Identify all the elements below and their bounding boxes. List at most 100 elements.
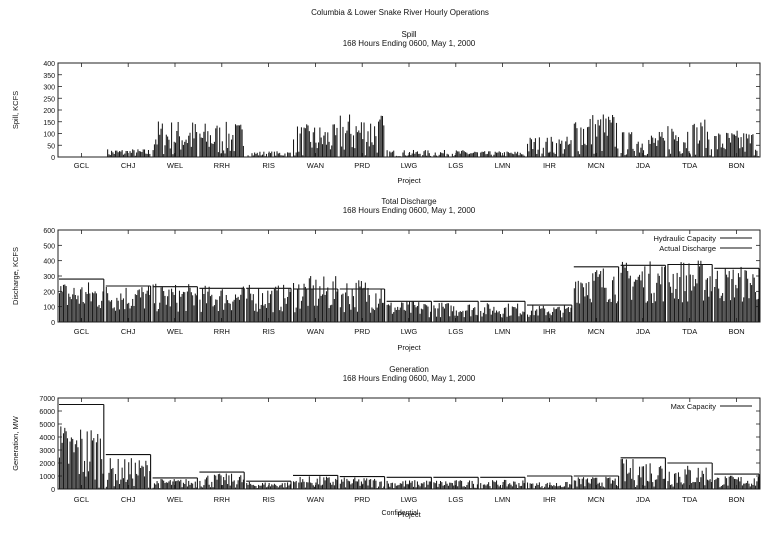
hourly-bar <box>252 155 254 157</box>
hourly-bar <box>726 132 728 157</box>
hourly-bar <box>627 473 629 489</box>
hourly-bar <box>105 486 107 489</box>
hourly-bar <box>352 479 355 489</box>
hourly-bar <box>294 482 296 489</box>
hourly-bar <box>493 481 495 489</box>
hourly-bar <box>741 301 743 322</box>
hourly-bar <box>221 485 223 489</box>
y-tick-label: 1000 <box>39 474 55 481</box>
hourly-bar <box>256 152 258 157</box>
hourly-bar <box>356 311 358 322</box>
hourly-bar <box>605 118 607 157</box>
hourly-bar <box>592 477 594 489</box>
hourly-bar <box>567 487 569 489</box>
hourly-bar <box>203 294 205 322</box>
hourly-bar <box>716 477 718 489</box>
hourly-bar <box>277 285 279 322</box>
hourly-bar <box>757 156 759 157</box>
hourly-bar <box>277 487 279 489</box>
hourly-bar <box>414 304 416 322</box>
hourly-bar <box>134 462 136 489</box>
hourly-bar <box>581 283 583 322</box>
hourly-bar <box>756 150 758 157</box>
hourly-bar <box>220 475 222 489</box>
hourly-bar <box>726 478 728 489</box>
hourly-bar <box>688 151 690 157</box>
hourly-bar <box>534 138 536 157</box>
hourly-bar <box>501 155 503 157</box>
hourly-bar <box>704 289 706 322</box>
hourly-bar <box>289 292 291 322</box>
hourly-bar <box>175 481 177 489</box>
x-tick-label: GCL <box>74 161 89 170</box>
hourly-bar <box>171 288 173 322</box>
hourly-bar <box>507 152 509 157</box>
hourly-bar <box>241 129 243 157</box>
hourly-bar <box>132 149 134 157</box>
hourly-bar <box>673 298 676 322</box>
hourly-bar <box>693 286 695 322</box>
hourly-bar <box>653 292 655 322</box>
hourly-bar <box>436 155 438 157</box>
hourly-bar <box>459 480 461 489</box>
hourly-bar <box>146 153 148 157</box>
hourly-bar <box>86 293 88 322</box>
hourly-bar <box>289 484 291 489</box>
hourly-bar <box>442 485 444 489</box>
hourly-bar <box>442 306 444 322</box>
hourly-bar <box>530 139 532 157</box>
hourly-bar <box>488 304 490 322</box>
hourly-bar <box>175 284 177 322</box>
hourly-bar <box>145 460 147 489</box>
hourly-bar <box>188 284 190 322</box>
hourly-bar <box>561 317 563 322</box>
hourly-bar <box>517 151 519 157</box>
hourly-bar <box>631 299 633 322</box>
hourly-bar <box>134 294 136 322</box>
hourly-bar <box>182 291 184 322</box>
hourly-bar <box>378 303 380 322</box>
hourly-bar <box>639 274 641 322</box>
hourly-bar <box>724 149 726 157</box>
hourly-bar <box>419 153 421 157</box>
hourly-bar <box>176 480 178 489</box>
hourly-bar <box>567 144 569 157</box>
hourly-bar <box>332 481 334 489</box>
hourly-bar <box>345 292 347 322</box>
hourly-bar <box>428 317 430 322</box>
hourly-bar <box>617 301 619 322</box>
hourly-bar <box>141 287 143 322</box>
hourly-bar <box>401 483 403 489</box>
hourly-bar <box>95 293 97 322</box>
hourly-bar <box>542 147 544 157</box>
hourly-bar <box>323 276 325 322</box>
hourly-bar <box>481 151 483 157</box>
hourly-bar <box>318 298 320 322</box>
y-tick-label: 600 <box>43 228 55 235</box>
hourly-bar <box>573 480 575 489</box>
hourly-bar <box>474 487 476 489</box>
hourly-bar <box>719 134 721 157</box>
hourly-bar <box>601 482 603 489</box>
hourly-bar <box>221 141 223 157</box>
hourly-bar <box>70 437 72 489</box>
hourly-bar <box>107 149 109 157</box>
hourly-bar <box>709 479 711 489</box>
hourly-bar <box>716 149 718 157</box>
hourly-bar <box>695 279 697 322</box>
x-tick-label: RIS <box>262 327 275 336</box>
hourly-bar <box>285 303 287 322</box>
hourly-bar <box>462 486 464 489</box>
hourly-bar <box>633 281 635 322</box>
capacity-step-line <box>59 403 760 489</box>
hourly-bar <box>65 286 67 322</box>
hourly-bar <box>321 144 324 157</box>
hourly-bar <box>612 114 614 157</box>
hourly-bar <box>679 151 681 157</box>
hourly-bar <box>720 147 722 157</box>
hourly-bar <box>299 308 301 322</box>
hourly-bar <box>87 471 90 489</box>
hourly-bar <box>476 484 478 489</box>
hourly-bar <box>620 459 622 489</box>
hourly-bar <box>490 314 492 322</box>
